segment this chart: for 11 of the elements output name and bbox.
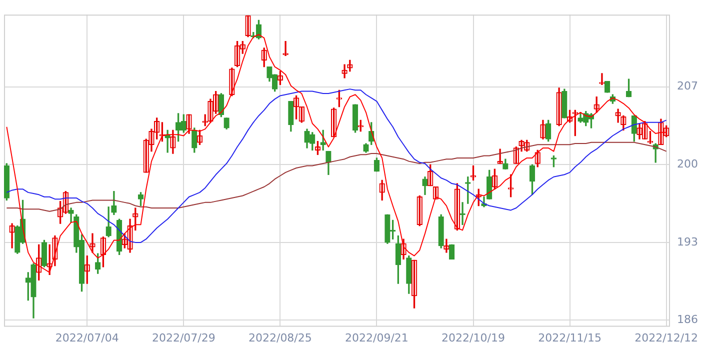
y-tick-label: 207 (677, 80, 698, 93)
x-tick-label: 2022/07/29 (152, 331, 216, 344)
y-tick-label: 193 (677, 235, 698, 248)
x-tick-label: 2022/07/04 (55, 331, 119, 344)
x-tick-label: 2022/11/15 (538, 331, 602, 344)
y-tick-label: 200 (677, 158, 698, 170)
x-tick-label: 2022/10/19 (442, 331, 505, 344)
x-tick-label: 2022/12/12 (634, 331, 698, 344)
x-tick-label: 2022/08/25 (248, 331, 312, 344)
x-tick-label: 2022/09/21 (345, 331, 408, 344)
y-tick-label: 186 (677, 313, 698, 326)
